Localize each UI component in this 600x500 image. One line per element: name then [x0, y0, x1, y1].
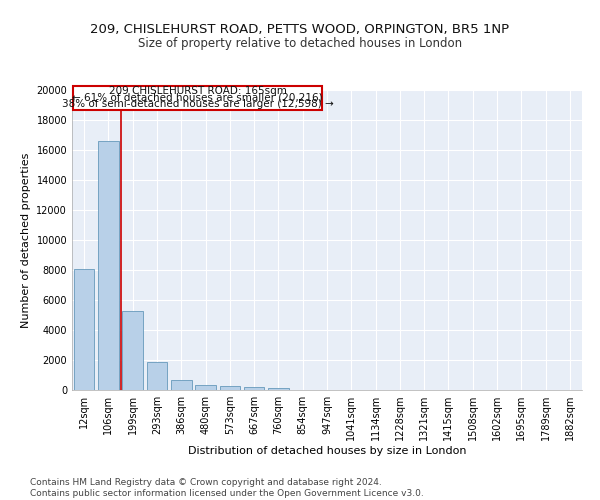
Bar	[195, 385, 216, 390]
FancyBboxPatch shape	[73, 86, 322, 110]
Bar	[244, 387, 265, 390]
Bar	[171, 380, 191, 390]
Text: Size of property relative to detached houses in London: Size of property relative to detached ho…	[138, 38, 462, 51]
Bar	[98, 141, 119, 390]
Text: 209 CHISLEHURST ROAD: 165sqm: 209 CHISLEHURST ROAD: 165sqm	[109, 86, 287, 96]
Bar	[146, 362, 167, 390]
Y-axis label: Number of detached properties: Number of detached properties	[21, 152, 31, 328]
Bar	[268, 388, 289, 390]
Text: 209, CHISLEHURST ROAD, PETTS WOOD, ORPINGTON, BR5 1NP: 209, CHISLEHURST ROAD, PETTS WOOD, ORPIN…	[91, 22, 509, 36]
Bar	[122, 310, 143, 390]
Bar	[74, 268, 94, 390]
Text: ← 61% of detached houses are smaller (20,216): ← 61% of detached houses are smaller (20…	[73, 92, 323, 102]
Bar	[220, 386, 240, 390]
X-axis label: Distribution of detached houses by size in London: Distribution of detached houses by size …	[188, 446, 466, 456]
Text: 38% of semi-detached houses are larger (12,598) →: 38% of semi-detached houses are larger (…	[62, 99, 334, 109]
Text: Contains HM Land Registry data © Crown copyright and database right 2024.
Contai: Contains HM Land Registry data © Crown c…	[30, 478, 424, 498]
